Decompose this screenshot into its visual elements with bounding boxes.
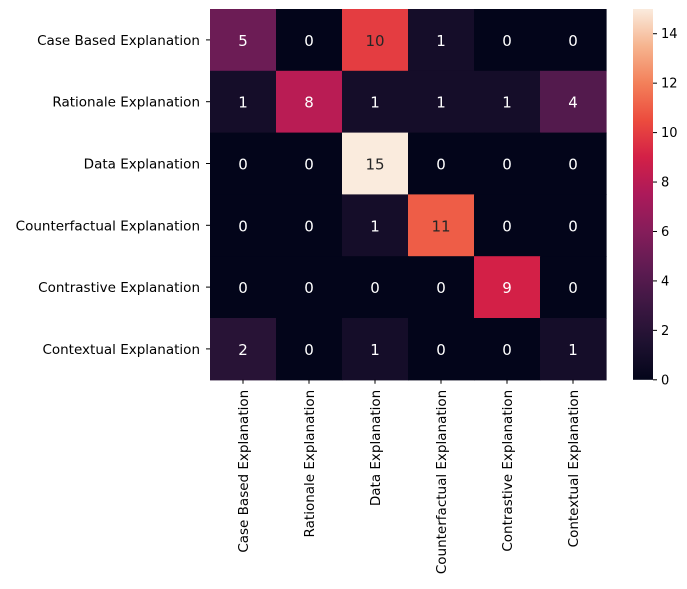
colorbar-tick-label: 10 [661, 126, 678, 141]
heatmap-cell [408, 256, 475, 319]
row-labels: Case Based Explanation Rationale Explanat… [16, 33, 210, 358]
cell-annotation: 0 [568, 279, 578, 297]
cell-annotation: 1 [238, 94, 248, 112]
cell-annotation: 0 [436, 279, 446, 297]
heatmap-cell [540, 194, 607, 257]
heatmap-cell [474, 9, 541, 72]
heatmap-cell [474, 256, 541, 319]
heatmap-cell [210, 70, 277, 134]
cell-annotation: 0 [304, 32, 314, 50]
colorbar-tick-label: 2 [661, 324, 669, 339]
heatmap-cell [540, 318, 607, 381]
colorbar-tick-label: 4 [661, 274, 669, 289]
colorbar-tick-label: 12 [661, 77, 678, 92]
heatmap-cell [276, 9, 343, 72]
colorbar-tick-label: 0 [661, 373, 669, 388]
x-tick-label: Counterfactual Explanation [434, 390, 450, 574]
heatmap-cell [474, 194, 541, 257]
cell-annotation: 0 [502, 156, 512, 174]
cell-annotation: 1 [502, 94, 512, 112]
heatmap-cell [342, 256, 409, 319]
x-tick-label: Rationale Explanation [302, 390, 318, 538]
cell-annotation: 1 [436, 94, 446, 112]
colorbar-tick-label: 8 [661, 176, 669, 191]
y-tick-label: Data Explanation [84, 157, 200, 173]
heatmap-cell [408, 194, 475, 257]
colorbar-tick-label: 6 [661, 225, 669, 240]
heatmap-cells [210, 9, 607, 381]
cell-annotation: 1 [568, 341, 578, 359]
heatmap-cell [408, 9, 475, 72]
heatmap-cell [342, 132, 409, 195]
heatmap-cell [276, 194, 343, 257]
cell-annotation: 0 [304, 156, 314, 174]
cell-annotation: 4 [568, 94, 578, 112]
cell-annotation: 0 [568, 32, 578, 50]
heatmap-cell [342, 318, 409, 381]
cell-annotation: 10 [365, 32, 384, 50]
cell-annotation: 1 [370, 341, 380, 359]
cell-annotation: 0 [568, 217, 578, 235]
cell-annotation: 0 [370, 279, 380, 297]
cell-annotations: 5 0 10 1 0 01 8 1 1 1 40 0 15 0 0 00 0 1 11 0 00 0 0 0 9 02 0 1 0 0 1 [238, 32, 578, 359]
x-tick-label: Case Based Explanation [236, 390, 252, 553]
heatmap-cell [540, 256, 607, 319]
cell-annotation: 8 [304, 94, 314, 112]
x-tick-label: Contrastive Explanation [500, 390, 516, 552]
heatmap-cell [342, 9, 409, 72]
heatmap-cell [474, 70, 541, 134]
cell-annotation: 15 [365, 156, 384, 174]
heatmap-cell [474, 132, 541, 195]
heatmap-cell [408, 318, 475, 381]
cell-annotation: 0 [304, 341, 314, 359]
x-tick-label: Data Explanation [368, 390, 384, 506]
cell-annotation: 5 [238, 32, 248, 50]
cell-annotation: 9 [502, 279, 512, 297]
heatmap-cell [342, 70, 409, 134]
heatmap-cell [210, 194, 277, 257]
cell-annotation: 0 [304, 217, 314, 235]
heatmap-cell [276, 256, 343, 319]
column-labels: Case Based Explanation Rationale Explanat… [236, 379, 582, 574]
heatmap-cell [474, 318, 541, 381]
cell-annotation: 2 [238, 341, 248, 359]
cell-annotation: 0 [304, 279, 314, 297]
cell-annotation: 0 [436, 156, 446, 174]
colorbar: 0 2 4 6 8 10 12 14 [633, 9, 678, 388]
cell-annotation: 11 [431, 217, 450, 235]
y-tick-label: Case Based Explanation [37, 33, 200, 49]
heatmap-cell [540, 70, 607, 134]
cell-annotation: 0 [502, 341, 512, 359]
cell-annotation: 0 [238, 217, 248, 235]
heatmap-cell [408, 70, 475, 134]
heatmap-cell [210, 132, 277, 195]
heatmap-cell [210, 256, 277, 319]
cell-annotation: 0 [238, 156, 248, 174]
y-tick-label: Counterfactual Explanation [16, 218, 200, 234]
heatmap-cell [210, 318, 277, 381]
cell-annotation: 0 [568, 156, 578, 174]
heatmap-cell [408, 132, 475, 195]
y-tick-label: Contrastive Explanation [38, 280, 200, 296]
y-tick-label: Contextual Explanation [42, 342, 200, 358]
heatmap-cell [342, 194, 409, 257]
heatmap-cell [210, 9, 277, 72]
cell-annotation: 0 [238, 279, 248, 297]
cell-annotation: 0 [436, 341, 446, 359]
heatmap-cell [540, 132, 607, 195]
x-tick-label: Contextual Explanation [566, 390, 582, 548]
heatmap-cell [276, 318, 343, 381]
heatmap-cell [276, 132, 343, 195]
heatmap-cell [540, 9, 607, 72]
cell-annotation: 0 [502, 217, 512, 235]
cell-annotation: 0 [502, 32, 512, 50]
cell-annotation: 1 [370, 94, 380, 112]
cell-annotation: 1 [370, 217, 380, 235]
colorbar-tick-label: 14 [661, 27, 678, 42]
cell-annotation: 1 [436, 32, 446, 50]
heatmap-cell [276, 70, 343, 134]
y-tick-label: Rationale Explanation [52, 95, 200, 111]
colorbar-gradient [633, 9, 653, 380]
